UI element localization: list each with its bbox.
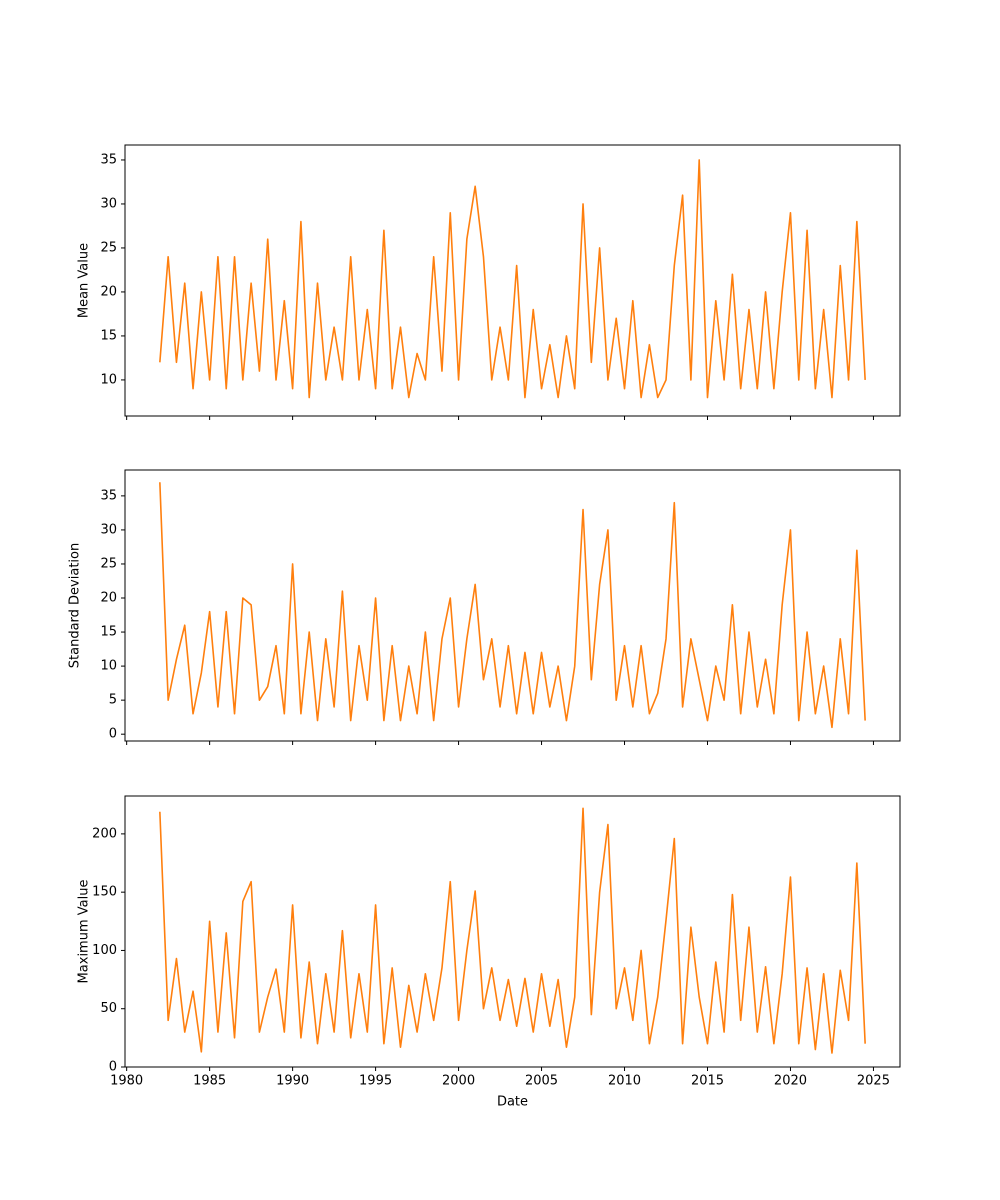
x-tick-label: 2020 xyxy=(774,1074,807,1089)
y-tick-label: 30 xyxy=(100,522,117,537)
y-tick-label: 200 xyxy=(92,826,117,841)
y-tick-label: 35 xyxy=(100,152,117,167)
y-tick-label: 50 xyxy=(100,1001,117,1016)
y-tick-label: 20 xyxy=(100,284,117,299)
y-tick-label: 25 xyxy=(100,240,117,255)
x-tick-label: 1980 xyxy=(110,1074,143,1089)
y-tick-label: 15 xyxy=(100,625,117,640)
y-tick-label: 0 xyxy=(109,727,117,742)
x-tick-label: 1995 xyxy=(359,1074,392,1089)
y-tick-label: 10 xyxy=(100,659,117,674)
y-tick-label: 35 xyxy=(100,488,117,503)
y-axis-label: Maximum Value xyxy=(77,880,92,984)
data-line xyxy=(159,159,866,399)
axes-frame xyxy=(124,144,901,417)
x-tick-label: 1985 xyxy=(193,1074,226,1089)
x-tick-label: 2000 xyxy=(442,1074,475,1089)
y-tick-label: 20 xyxy=(100,591,117,606)
axes-frame xyxy=(124,469,901,742)
y-tick-label: 10 xyxy=(100,372,117,387)
y-tick-label: 15 xyxy=(100,328,117,343)
x-tick-label: 2025 xyxy=(857,1074,890,1089)
x-tick-label: 1990 xyxy=(276,1074,309,1089)
y-axis-label: Mean Value xyxy=(77,243,92,318)
x-tick-label: 2005 xyxy=(525,1074,558,1089)
y-tick-label: 5 xyxy=(109,693,117,708)
y-tick-label: 30 xyxy=(100,196,117,211)
y-tick-label: 0 xyxy=(109,1060,117,1075)
y-tick-label: 25 xyxy=(100,556,117,571)
y-axis-label: Standard Deviation xyxy=(68,543,83,668)
y-tick-label: 150 xyxy=(92,885,117,900)
y-tick-label: 100 xyxy=(92,943,117,958)
data-line xyxy=(159,482,866,729)
x-axis-label: Date xyxy=(497,1095,528,1110)
x-tick-label: 2010 xyxy=(608,1074,641,1089)
x-tick-label: 2015 xyxy=(691,1074,724,1089)
data-line xyxy=(159,807,866,1054)
axes-frame xyxy=(124,795,901,1068)
